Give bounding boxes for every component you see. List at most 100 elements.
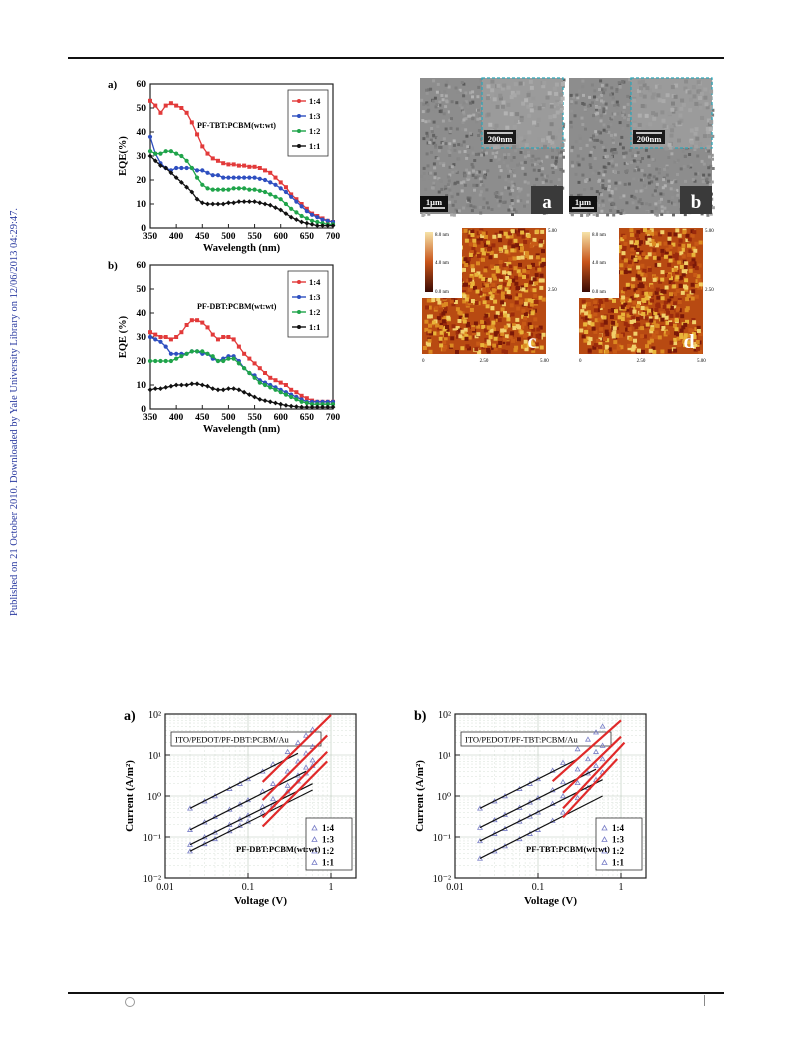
data-point: [599, 742, 606, 748]
ohmic-fit-line: [479, 758, 578, 809]
data-point: [220, 387, 226, 393]
grain: [537, 157, 541, 161]
afm-grain: [428, 349, 433, 354]
grain: [660, 209, 664, 213]
grain: [672, 123, 677, 128]
afm-grain: [476, 238, 481, 243]
data-point: [320, 402, 325, 407]
afm-grain: [664, 285, 669, 290]
grain: [604, 155, 608, 159]
afm-grain: [665, 247, 670, 252]
afm-grain: [685, 319, 689, 324]
grain: [623, 182, 627, 186]
afm-grain: [498, 312, 503, 317]
afm-grain: [526, 331, 531, 336]
legend-marker: [601, 859, 608, 865]
data-point: [221, 175, 226, 180]
grain: [669, 187, 673, 191]
grain: [438, 109, 442, 113]
grain: [604, 106, 608, 110]
grain: [706, 213, 710, 217]
afm-grain: [519, 243, 524, 248]
afm-grain: [467, 234, 472, 239]
grain: [477, 129, 481, 132]
grain: [579, 147, 583, 150]
data-point: [200, 349, 205, 354]
afm-grain: [442, 345, 447, 349]
grain: [532, 120, 537, 125]
grain: [533, 162, 537, 166]
grain: [664, 146, 669, 151]
afm-grain: [531, 348, 536, 353]
afm-grain: [514, 281, 519, 286]
grain: [576, 96, 580, 100]
grain: [639, 178, 643, 182]
afm-grain: [500, 291, 505, 296]
grain: [680, 98, 685, 103]
afm-grain: [503, 311, 507, 315]
afm-grain: [455, 307, 460, 312]
grain: [473, 188, 476, 192]
afm-grain: [485, 251, 490, 256]
afm-grain: [460, 256, 465, 261]
data-point: [215, 358, 221, 364]
grain: [604, 166, 608, 169]
afm-grain: [541, 297, 546, 302]
grain: [670, 181, 674, 185]
data-point: [210, 386, 216, 391]
afm-grain: [691, 332, 696, 337]
grain: [471, 95, 474, 99]
data-point: [278, 197, 283, 202]
afm-grain: [527, 264, 532, 269]
grain: [611, 101, 615, 105]
afm-grain: [631, 306, 636, 311]
grain: [703, 87, 708, 92]
grain: [500, 104, 505, 109]
afm-grain: [532, 237, 537, 242]
afm-grain: [461, 259, 466, 264]
afm-grain: [629, 240, 634, 245]
afm-grain: [438, 336, 443, 341]
grain: [467, 114, 471, 118]
afm-grain: [476, 271, 481, 276]
afm-grain: [427, 342, 431, 347]
data-point: [178, 180, 184, 185]
grain: [648, 88, 652, 93]
grain: [635, 206, 639, 210]
grain: [581, 123, 585, 126]
grain: [654, 84, 659, 89]
grain: [464, 109, 467, 113]
afm-grain: [696, 274, 701, 279]
grain: [665, 166, 669, 170]
eqe-chart-b: 350 400 450 500 550 600 650 7000102030405060Wav…: [108, 260, 340, 435]
afm-grain: [609, 315, 614, 319]
data-point: [153, 103, 158, 108]
afm-grain: [612, 326, 617, 331]
afm-grain: [635, 273, 640, 278]
grain: [701, 180, 705, 184]
afm-grain: [613, 349, 617, 354]
afm-grain: [487, 277, 492, 282]
grain: [474, 205, 477, 209]
grain: [482, 170, 486, 174]
grain: [626, 124, 630, 128]
grain: [661, 118, 666, 123]
afm-grain: [463, 228, 468, 233]
afm-grain: [498, 260, 503, 264]
grain: [562, 155, 565, 159]
afm-grain: [508, 335, 513, 340]
grain: [561, 125, 565, 129]
grain: [456, 180, 460, 184]
grain: [702, 173, 706, 177]
afm-grain: [535, 266, 540, 271]
y-axis-label: Current (A/m²): [124, 760, 136, 832]
afm-grain: [470, 281, 475, 286]
blend-label: PF-DBT:PCBM(wt:wt): [236, 844, 321, 854]
grain: [588, 153, 592, 157]
grain: [612, 213, 616, 217]
grain: [660, 197, 663, 201]
afm-grain: [604, 344, 609, 349]
grain: [670, 85, 675, 90]
afm-grain: [523, 301, 528, 306]
series-line: [149, 336, 333, 403]
